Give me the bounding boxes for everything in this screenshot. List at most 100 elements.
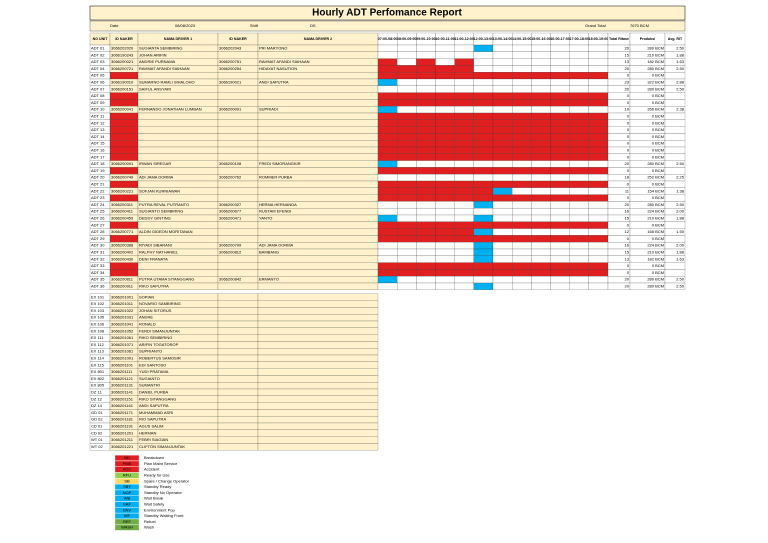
cell-text: 3066201022 [111, 308, 134, 313]
hour-cell [377, 208, 398, 216]
hour-cell [454, 255, 474, 263]
cell-text: 2.50 [676, 86, 685, 91]
cell [217, 300, 259, 308]
cell-text: FEBRI SIAGIAN [139, 437, 168, 442]
hour-cell [397, 106, 417, 114]
hour-cell [397, 201, 417, 209]
shift-label: Shift [250, 23, 259, 28]
cell-text: 280 BCM [647, 45, 664, 50]
hour-cell [588, 262, 609, 270]
cell-text: 20 [625, 86, 630, 91]
hour-cell [550, 146, 570, 154]
hour-cell [569, 201, 589, 209]
hour-cell [435, 133, 455, 141]
hour-cell [588, 146, 609, 154]
cell-text: WT 02 [91, 444, 103, 449]
hour-cell [397, 44, 417, 52]
cell [257, 382, 379, 390]
hour-cell [588, 167, 609, 175]
cell [257, 429, 379, 437]
cell-text: 13:00-14:00 [493, 37, 513, 41]
hour-cell [531, 221, 551, 229]
cell [109, 119, 139, 127]
hour-cell [377, 92, 398, 100]
hour-cell [550, 58, 570, 66]
cell-text: 13 [625, 256, 630, 261]
cell-text: 3066200402 [111, 249, 134, 254]
cell-text: 3066200091 [111, 161, 134, 166]
cell-text: 20 [625, 66, 630, 71]
hour-cell [492, 167, 513, 175]
cell [217, 167, 259, 175]
cell-text: SUGIANTA SEMBIRING [139, 45, 183, 50]
cell-text: 0 [627, 120, 630, 125]
hour-cell [435, 119, 455, 127]
hour-cell [492, 85, 513, 93]
cell [217, 361, 259, 369]
hour-cell [435, 85, 455, 93]
hour-cell [454, 180, 474, 188]
hour-cell [435, 242, 455, 250]
hour-cell [454, 92, 474, 100]
hour-cell [416, 262, 436, 270]
hour-cell [588, 44, 609, 52]
hour-cell [569, 167, 589, 175]
hour-cell [492, 119, 513, 127]
cell-text: 182 BCM [647, 256, 664, 261]
hour-cell [550, 160, 570, 168]
cell [217, 395, 259, 403]
hour-cell [531, 201, 551, 209]
legend-swatch [114, 484, 140, 490]
hour-cell [550, 92, 570, 100]
hour-cell [397, 248, 417, 256]
hour-cell [512, 133, 532, 141]
cell-text: Total Ritase [609, 37, 629, 41]
hour-cell [416, 255, 436, 263]
cell-text: 3066200812 [219, 249, 242, 254]
cell-text: 3066200842 [219, 277, 242, 282]
cell [257, 255, 379, 263]
cell [257, 214, 379, 222]
hour-cell [473, 248, 494, 256]
cell-text: DANIEL PURBA [139, 389, 169, 394]
cell [217, 194, 259, 202]
hour-cell [512, 146, 532, 154]
hour-cell [377, 255, 398, 263]
hour-cell [473, 228, 494, 236]
cell-text: JOHAN ARIFIN [139, 52, 167, 57]
cell-text: 3066201141 [111, 389, 134, 394]
hour-cell [435, 214, 455, 222]
cell-text: ADI JAMA DORMA [259, 243, 294, 248]
cell-text: 3066200388 [111, 243, 134, 248]
cell [217, 314, 259, 322]
cell-text: ADT 29 [91, 236, 105, 241]
cell-text: YUDI PRATAMA [139, 369, 169, 374]
hour-cell [397, 242, 417, 250]
cell-text: 3066200411 [111, 209, 134, 214]
cell [257, 92, 379, 100]
cell-text: 0 [627, 222, 630, 227]
hour-cell [492, 228, 513, 236]
cell-text: 0 [627, 127, 630, 132]
legend-label: Accident [144, 467, 160, 472]
hour-cell [550, 276, 570, 284]
cell-text: DEDDY GINTING [139, 215, 171, 220]
cell-text: EX 114 [91, 355, 105, 360]
cell-text: 0 BCM [652, 100, 664, 105]
cell [257, 262, 379, 270]
cell [109, 221, 139, 229]
cell-text: ADT 01 [91, 45, 105, 50]
shift: DS [310, 23, 316, 28]
hour-cell [492, 44, 513, 52]
hour-cell [531, 78, 551, 86]
hour-cell [512, 72, 532, 80]
cell [257, 348, 379, 356]
cell [257, 300, 379, 308]
cell-text: 1.88 [676, 215, 685, 220]
hour-cell [512, 276, 532, 284]
hour-cell [454, 106, 474, 114]
cell-text: 266 BCM [647, 107, 664, 112]
cell-text: ADT 24 [91, 202, 105, 207]
cell [109, 262, 139, 270]
hour-cell [512, 126, 532, 134]
